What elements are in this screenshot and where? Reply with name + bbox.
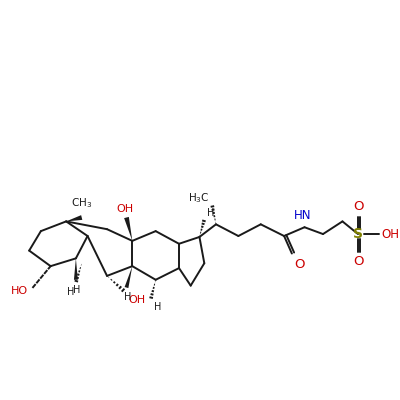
Polygon shape (66, 215, 82, 222)
Text: HN: HN (294, 209, 311, 222)
Text: H$_3$C: H$_3$C (188, 191, 209, 205)
Text: O: O (353, 256, 363, 268)
Text: CH$_3$: CH$_3$ (71, 196, 92, 210)
Text: O: O (294, 258, 304, 271)
Text: H: H (207, 208, 215, 218)
Text: H: H (66, 286, 74, 296)
Text: OH: OH (116, 204, 133, 214)
Text: H: H (73, 285, 80, 295)
Polygon shape (74, 258, 78, 280)
Text: OH: OH (128, 295, 146, 305)
Text: O: O (353, 200, 363, 213)
Polygon shape (124, 266, 132, 288)
Text: HO: HO (11, 286, 28, 296)
Text: S: S (353, 227, 363, 241)
Polygon shape (124, 217, 132, 241)
Text: H: H (124, 292, 131, 302)
Text: H: H (154, 302, 161, 312)
Text: OH: OH (381, 228, 399, 240)
